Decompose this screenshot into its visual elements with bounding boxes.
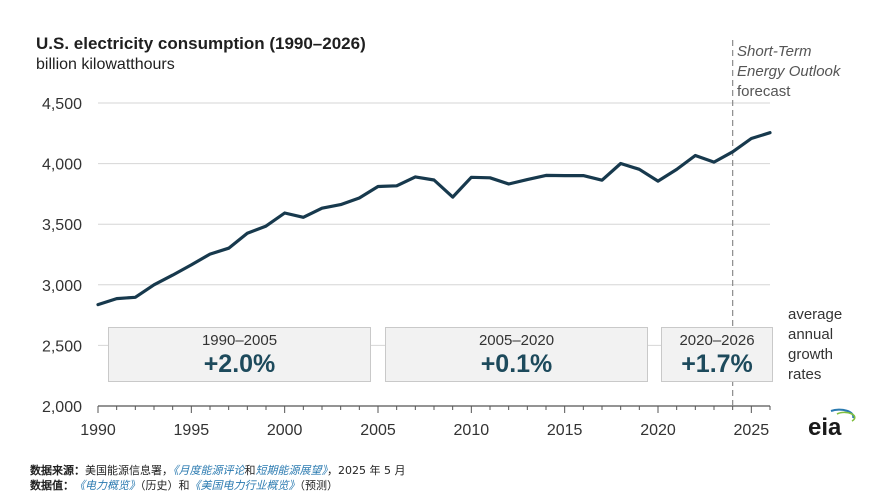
growth-period: 1990–2005 (201, 332, 278, 349)
x-tick-label: 1995 (174, 422, 210, 439)
x-tick-label: 2020 (640, 422, 676, 439)
source-date: ，2025 年 5 月 (327, 464, 406, 477)
y-tick-label: 2,000 (42, 399, 82, 416)
growth-period: 2005–2020 (478, 332, 555, 349)
y-tick-label: 2,500 (42, 338, 82, 355)
source-prefix: 美国能源信息署， (85, 464, 173, 477)
y-tick-label: 4,000 (42, 157, 82, 174)
source-and: 和 (244, 464, 256, 477)
forecast-annotation: Short-Term Energy Outlook forecast (737, 42, 840, 102)
forecast-label-line-2: Energy Outlook (737, 63, 841, 80)
source-link-steo[interactable]: 短期能源展望》 (255, 464, 328, 477)
logo-swoosh-1 (830, 408, 855, 419)
x-tick-label: 2015 (547, 422, 583, 439)
chart-title: U.S. electricity consumption (1990–2026) (36, 34, 366, 53)
x-tick-label: 2005 (360, 422, 396, 439)
y-axis-unit-label: billion kilowatthours (36, 56, 175, 73)
data-values-note: 数据值：《电力概览》（历史）和《美国电力行业概览》（预测） (30, 477, 338, 493)
logo-text: eia (808, 414, 842, 438)
x-tick-label: 2000 (267, 422, 303, 439)
growth-rate-box-2020-2026: 2020–2026 +1.7% (661, 327, 773, 382)
source-link-monthly-review[interactable]: 《月度能源评论 (173, 464, 245, 477)
logo-swoosh-2 (836, 411, 856, 422)
consumption-series-line (96, 131, 772, 307)
forecast-label-line-1: Short-Term (737, 43, 812, 60)
values-label: 数据值： (30, 479, 74, 492)
y-tick-label: 4,500 (42, 96, 82, 113)
growth-period: 2020–2026 (679, 332, 755, 349)
source-label: 数据来源： (30, 464, 85, 477)
forecast-label-line-3: forecast (737, 83, 791, 100)
growth-rates-label: average annual growth rates (788, 306, 843, 383)
growth-rate-value: +0.1% (480, 350, 553, 378)
y-tick-label: 3,500 (42, 217, 82, 234)
growth-rate-value: +2.0% (203, 350, 276, 378)
values-link-industry-overview[interactable]: 《美国电力行业概览》 (189, 479, 300, 492)
x-tick-label: 2025 (734, 422, 770, 439)
values-link-electricity-overview[interactable]: 《电力概览》 (74, 479, 140, 492)
values-history: （历史）和 (140, 479, 190, 492)
growth-rate-value: +1.7% (681, 350, 753, 378)
source-note: 数据来源：美国能源信息署，《月度能源评论和短期能源展望》，2025 年 5 月 (30, 462, 405, 478)
x-tick-label: 1990 (80, 422, 116, 439)
growth-rate-box-2005-2020: 2005–2020 +0.1% (385, 327, 648, 382)
x-tick-label: 2010 (454, 422, 490, 439)
eia-logo: eia (808, 408, 856, 438)
values-projection: （预测） (299, 479, 339, 492)
growth-rate-box-1990-2005: 1990–2005 +2.0% (108, 327, 371, 382)
y-tick-label: 3,000 (42, 278, 82, 295)
